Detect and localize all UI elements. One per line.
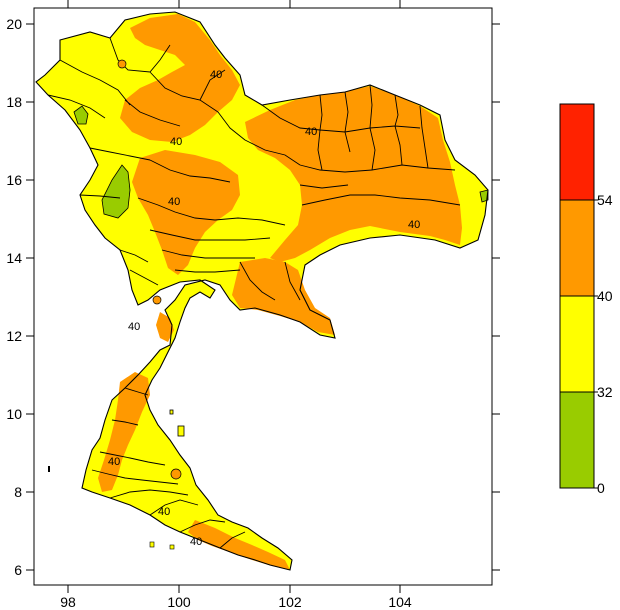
x-axis: 98 100 102 104 [60,0,412,610]
contour-labels: 40 40 40 40 40 40 40 40 40 [108,69,420,548]
contour-label-40: 40 [108,456,120,468]
x-tick-label: 102 [278,594,302,610]
y-tick-label: 8 [14,484,22,500]
contour-label-40: 40 [158,506,170,518]
legend-swatch [559,103,595,201]
contour-label-40: 40 [408,219,420,231]
y-tick-label: 14 [6,250,22,266]
y-tick-label: 10 [6,406,22,422]
y-tick-label: 16 [6,172,22,188]
legend-label: 32 [597,384,613,400]
y-tick-label: 6 [14,562,22,578]
orange-region-peninsula [98,372,150,492]
legend-swatch [559,295,595,393]
green-patch-east [479,189,489,203]
y-tick-label: 18 [6,94,22,110]
green-patch-tak [101,164,131,219]
x-tick-label: 104 [388,594,412,610]
contour-label-40: 40 [190,536,202,548]
orange-region-east [232,258,335,335]
legend-label: 54 [597,192,613,208]
contour-label-40: 40 [305,126,317,138]
x-tick-label: 100 [167,594,191,610]
y-tick-label: 12 [6,328,22,344]
islands [48,59,185,550]
legend-label: 40 [597,288,613,304]
contour-label-40: 40 [170,136,182,148]
contour-label-40: 40 [128,321,140,333]
orange-region-south [188,520,290,570]
legend-colorbar: 0 32 40 54 [559,103,613,496]
legend-label: 0 [597,480,605,496]
x-tick-label: 98 [60,594,76,610]
legend-swatch [559,391,595,489]
thailand-map [35,11,489,571]
y-tick-label: 20 [6,16,22,32]
orange-region-northeast [245,86,462,262]
orange-region-north [120,14,240,142]
green-patch-chiangmai [73,105,89,125]
province-boundaries [47,37,461,549]
contour-label-40: 40 [168,196,180,208]
contour-label-40: 40 [210,69,222,81]
country-outline [35,11,489,571]
legend-swatch [559,199,595,297]
orange-region-central [132,150,240,275]
y-axis: 6 8 10 12 14 16 18 20 [6,16,500,578]
